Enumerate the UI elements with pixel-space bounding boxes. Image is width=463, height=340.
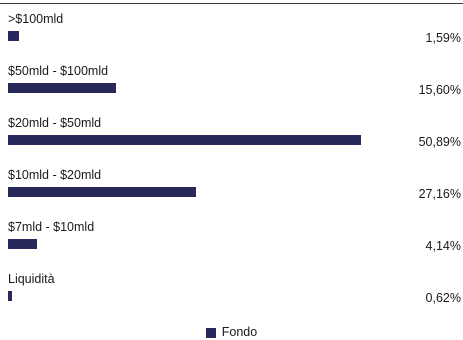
data-label: 27,16% xyxy=(418,187,461,201)
category-row: $50mld - $100mld 15,60% xyxy=(0,64,463,116)
category-row: $10mld - $20mld 27,16% xyxy=(0,168,463,220)
category-label: >$100mld xyxy=(8,12,64,26)
legend-swatch xyxy=(205,327,216,338)
top-rule xyxy=(0,3,463,4)
data-label: 15,60% xyxy=(418,83,461,97)
bar xyxy=(8,31,20,41)
category-row: $20mld - $50mld 50,89% xyxy=(0,116,463,168)
category-label: $20mld - $50mld xyxy=(8,116,102,130)
bar xyxy=(8,83,117,93)
bar xyxy=(8,187,197,197)
legend: Fondo xyxy=(0,325,463,339)
category-row: $7mld - $10mld 4,14% xyxy=(0,220,463,272)
bar xyxy=(8,135,361,145)
category-row: Liquidità 0,62% xyxy=(0,272,463,324)
category-label: $50mld - $100mld xyxy=(8,64,109,78)
data-label: 4,14% xyxy=(425,239,461,253)
bar xyxy=(8,239,37,249)
legend-label: Fondo xyxy=(221,325,258,339)
category-label: $7mld - $10mld xyxy=(8,220,95,234)
data-label: 0,62% xyxy=(425,291,461,305)
category-label: Liquidità xyxy=(8,272,55,286)
category-label: $10mld - $20mld xyxy=(8,168,102,182)
data-label: 50,89% xyxy=(418,135,461,149)
bar xyxy=(8,291,13,301)
data-label: 1,59% xyxy=(425,31,461,45)
category-row: >$100mld 1,59% xyxy=(0,12,463,64)
